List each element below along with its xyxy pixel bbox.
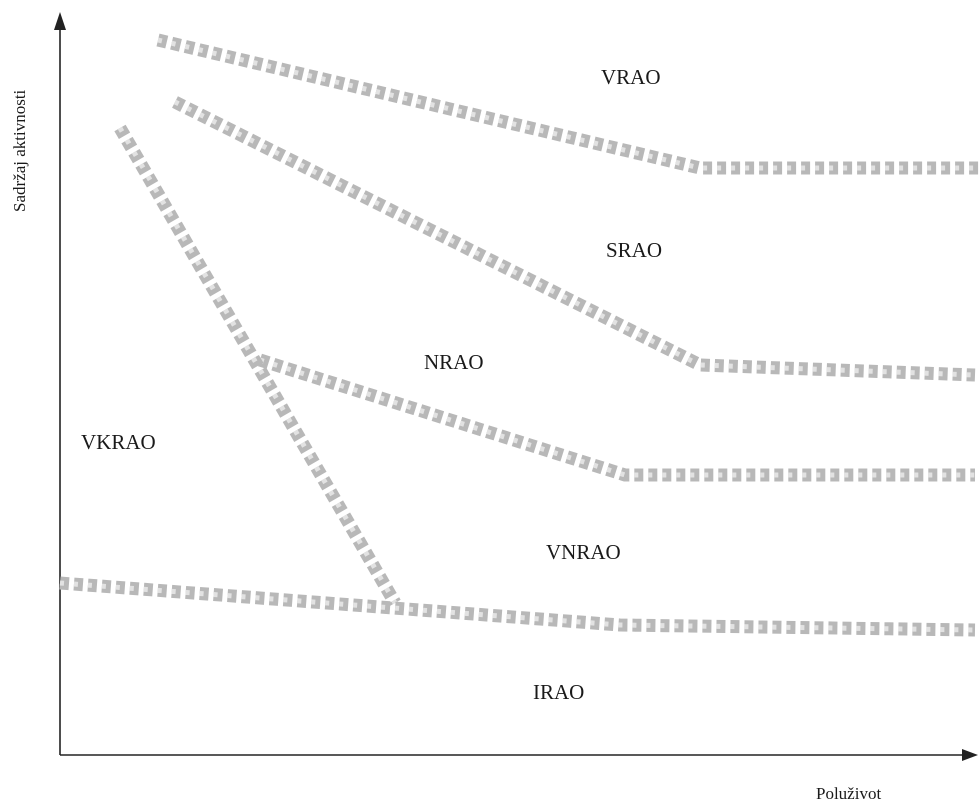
boundary-vkrao <box>114 124 401 607</box>
region-label-vrao: VRAO <box>601 65 661 89</box>
boundary-vnrao <box>59 576 976 637</box>
boundary-vrao <box>156 33 980 175</box>
region-label-vkrao: VKRAO <box>81 430 156 454</box>
boundary-nrao <box>258 353 975 482</box>
y-axis-arrow-icon <box>54 12 66 30</box>
region-label-irao: IRAO <box>533 680 584 704</box>
region-label-srao: SRAO <box>606 238 662 262</box>
region-label-vnrao: VNRAO <box>546 540 621 564</box>
boundary-srao <box>172 96 976 382</box>
x-axis-label: Poluživot <box>816 784 881 803</box>
region-label-nrao: NRAO <box>424 350 484 374</box>
y-axis-label: Sadržaj aktivnosti <box>10 89 29 212</box>
x-axis-arrow-icon <box>962 749 978 761</box>
